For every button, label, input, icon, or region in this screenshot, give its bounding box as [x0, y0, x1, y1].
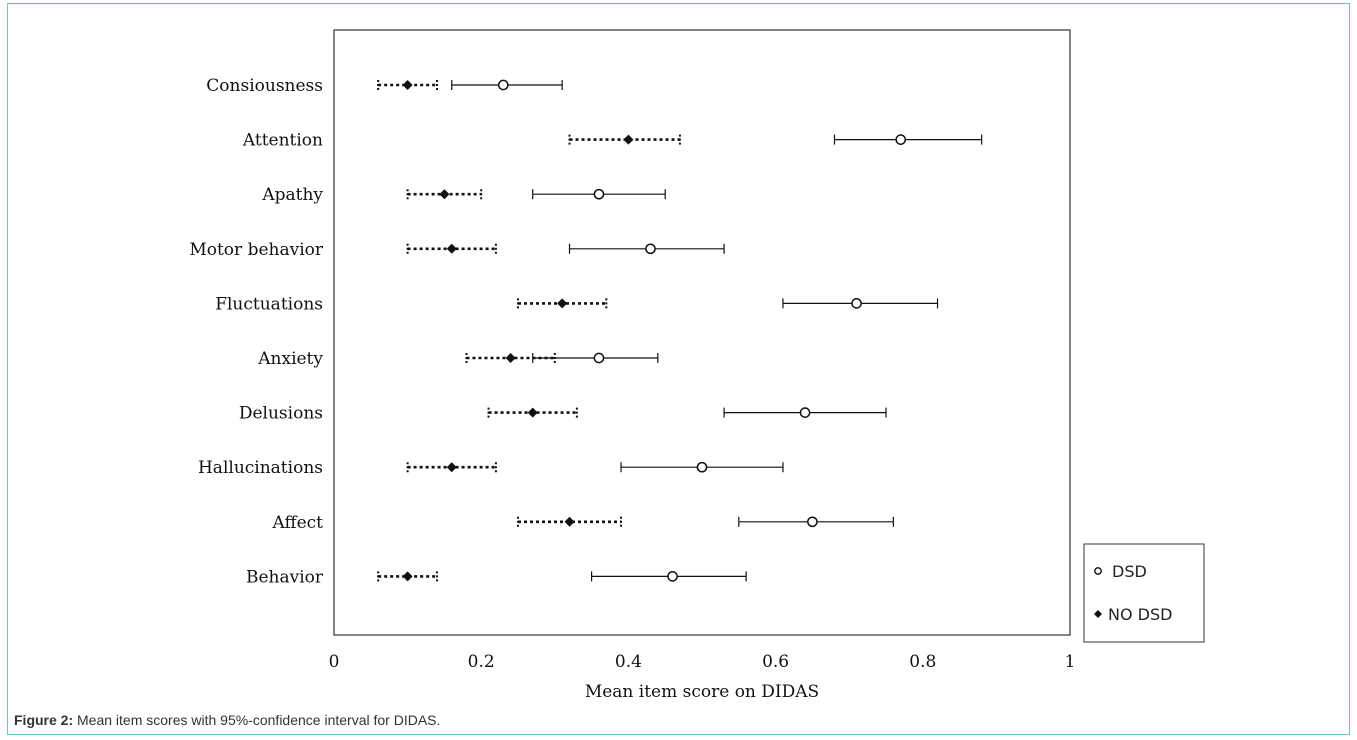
no-dsd-mean-marker-consiousness	[402, 80, 413, 90]
legend-nodsd-label: NO DSD	[1108, 605, 1172, 624]
dsd-mean-marker-delusions	[799, 407, 811, 418]
x-tick-label-4: 0.8	[909, 652, 936, 672]
category-labels: Consiousness Attention Apathy Motor behavio…	[189, 76, 324, 587]
no-dsd-mean-marker-hallucinations	[446, 462, 457, 473]
no-dsd-mean-marker-fluctuations	[557, 298, 568, 309]
dsd-mean-marker-affect	[807, 516, 818, 528]
category-label-motor-behavior: Motor behavior	[189, 240, 324, 260]
x-tick-label-5: 1	[1065, 652, 1076, 672]
no-dsd-mean-marker-delusions	[527, 407, 538, 418]
legend-dsd-marker	[1094, 567, 1102, 575]
no-dsd-mean-marker-behavior	[402, 571, 413, 582]
caption-label: Figure 2:	[14, 712, 74, 728]
category-label-attention: Attention	[242, 131, 323, 151]
figure-caption: Figure 2: Mean item scores with 95%-conf…	[14, 712, 440, 728]
category-label-anxiety: Anxiety	[257, 349, 323, 369]
x-tick-label-0: 0	[329, 652, 340, 672]
no-dsd-mean-marker-attention	[623, 134, 634, 145]
x-tick-label-1: 0.2	[468, 652, 495, 672]
category-label-apathy: Apathy	[261, 185, 323, 205]
category-label-consiousness: Consiousness	[206, 76, 323, 96]
series-marks	[377, 79, 983, 582]
no-dsd-mean-marker-affect	[564, 516, 575, 527]
dsd-mean-marker-motor-behavior	[645, 243, 656, 255]
x-tick-labels: 0 0.2 0.4 0.6 0.8 1	[329, 652, 1076, 672]
dsd-mean-marker-anxiety	[593, 352, 605, 364]
legend-box	[1083, 543, 1205, 643]
legend: DSD NO DSD	[1083, 543, 1205, 643]
category-label-delusions: Delusions	[239, 404, 323, 424]
x-tick-label-2: 0.4	[615, 652, 642, 672]
legend-dsd-label: DSD	[1112, 562, 1147, 581]
no-dsd-mean-marker-anxiety	[505, 353, 516, 363]
dsd-mean-marker-attention	[895, 134, 907, 145]
category-label-hallucinations: Hallucinations	[198, 458, 323, 478]
category-label-affect: Affect	[272, 513, 324, 533]
x-axis-title: Mean item score on DIDAS	[585, 682, 819, 702]
legend-nodsd-marker	[1094, 610, 1102, 618]
dsd-mean-marker-fluctuations	[851, 298, 862, 309]
dsd-mean-marker-behavior	[667, 571, 678, 582]
x-tick-label-3: 0.6	[762, 652, 789, 672]
no-dsd-mean-marker-apathy	[439, 189, 450, 200]
category-label-fluctuations: Fluctuations	[215, 294, 323, 314]
dsd-mean-marker-hallucinations	[696, 461, 708, 473]
caption-text: Mean item scores with 95%-confidence int…	[73, 712, 441, 728]
dsd-mean-marker-apathy	[593, 188, 605, 200]
no-dsd-mean-marker-motor-behavior	[446, 243, 457, 254]
plot-area	[333, 29, 1071, 636]
dsd-mean-marker-consiousness	[497, 79, 509, 91]
category-label-behavior: Behavior	[246, 567, 324, 587]
